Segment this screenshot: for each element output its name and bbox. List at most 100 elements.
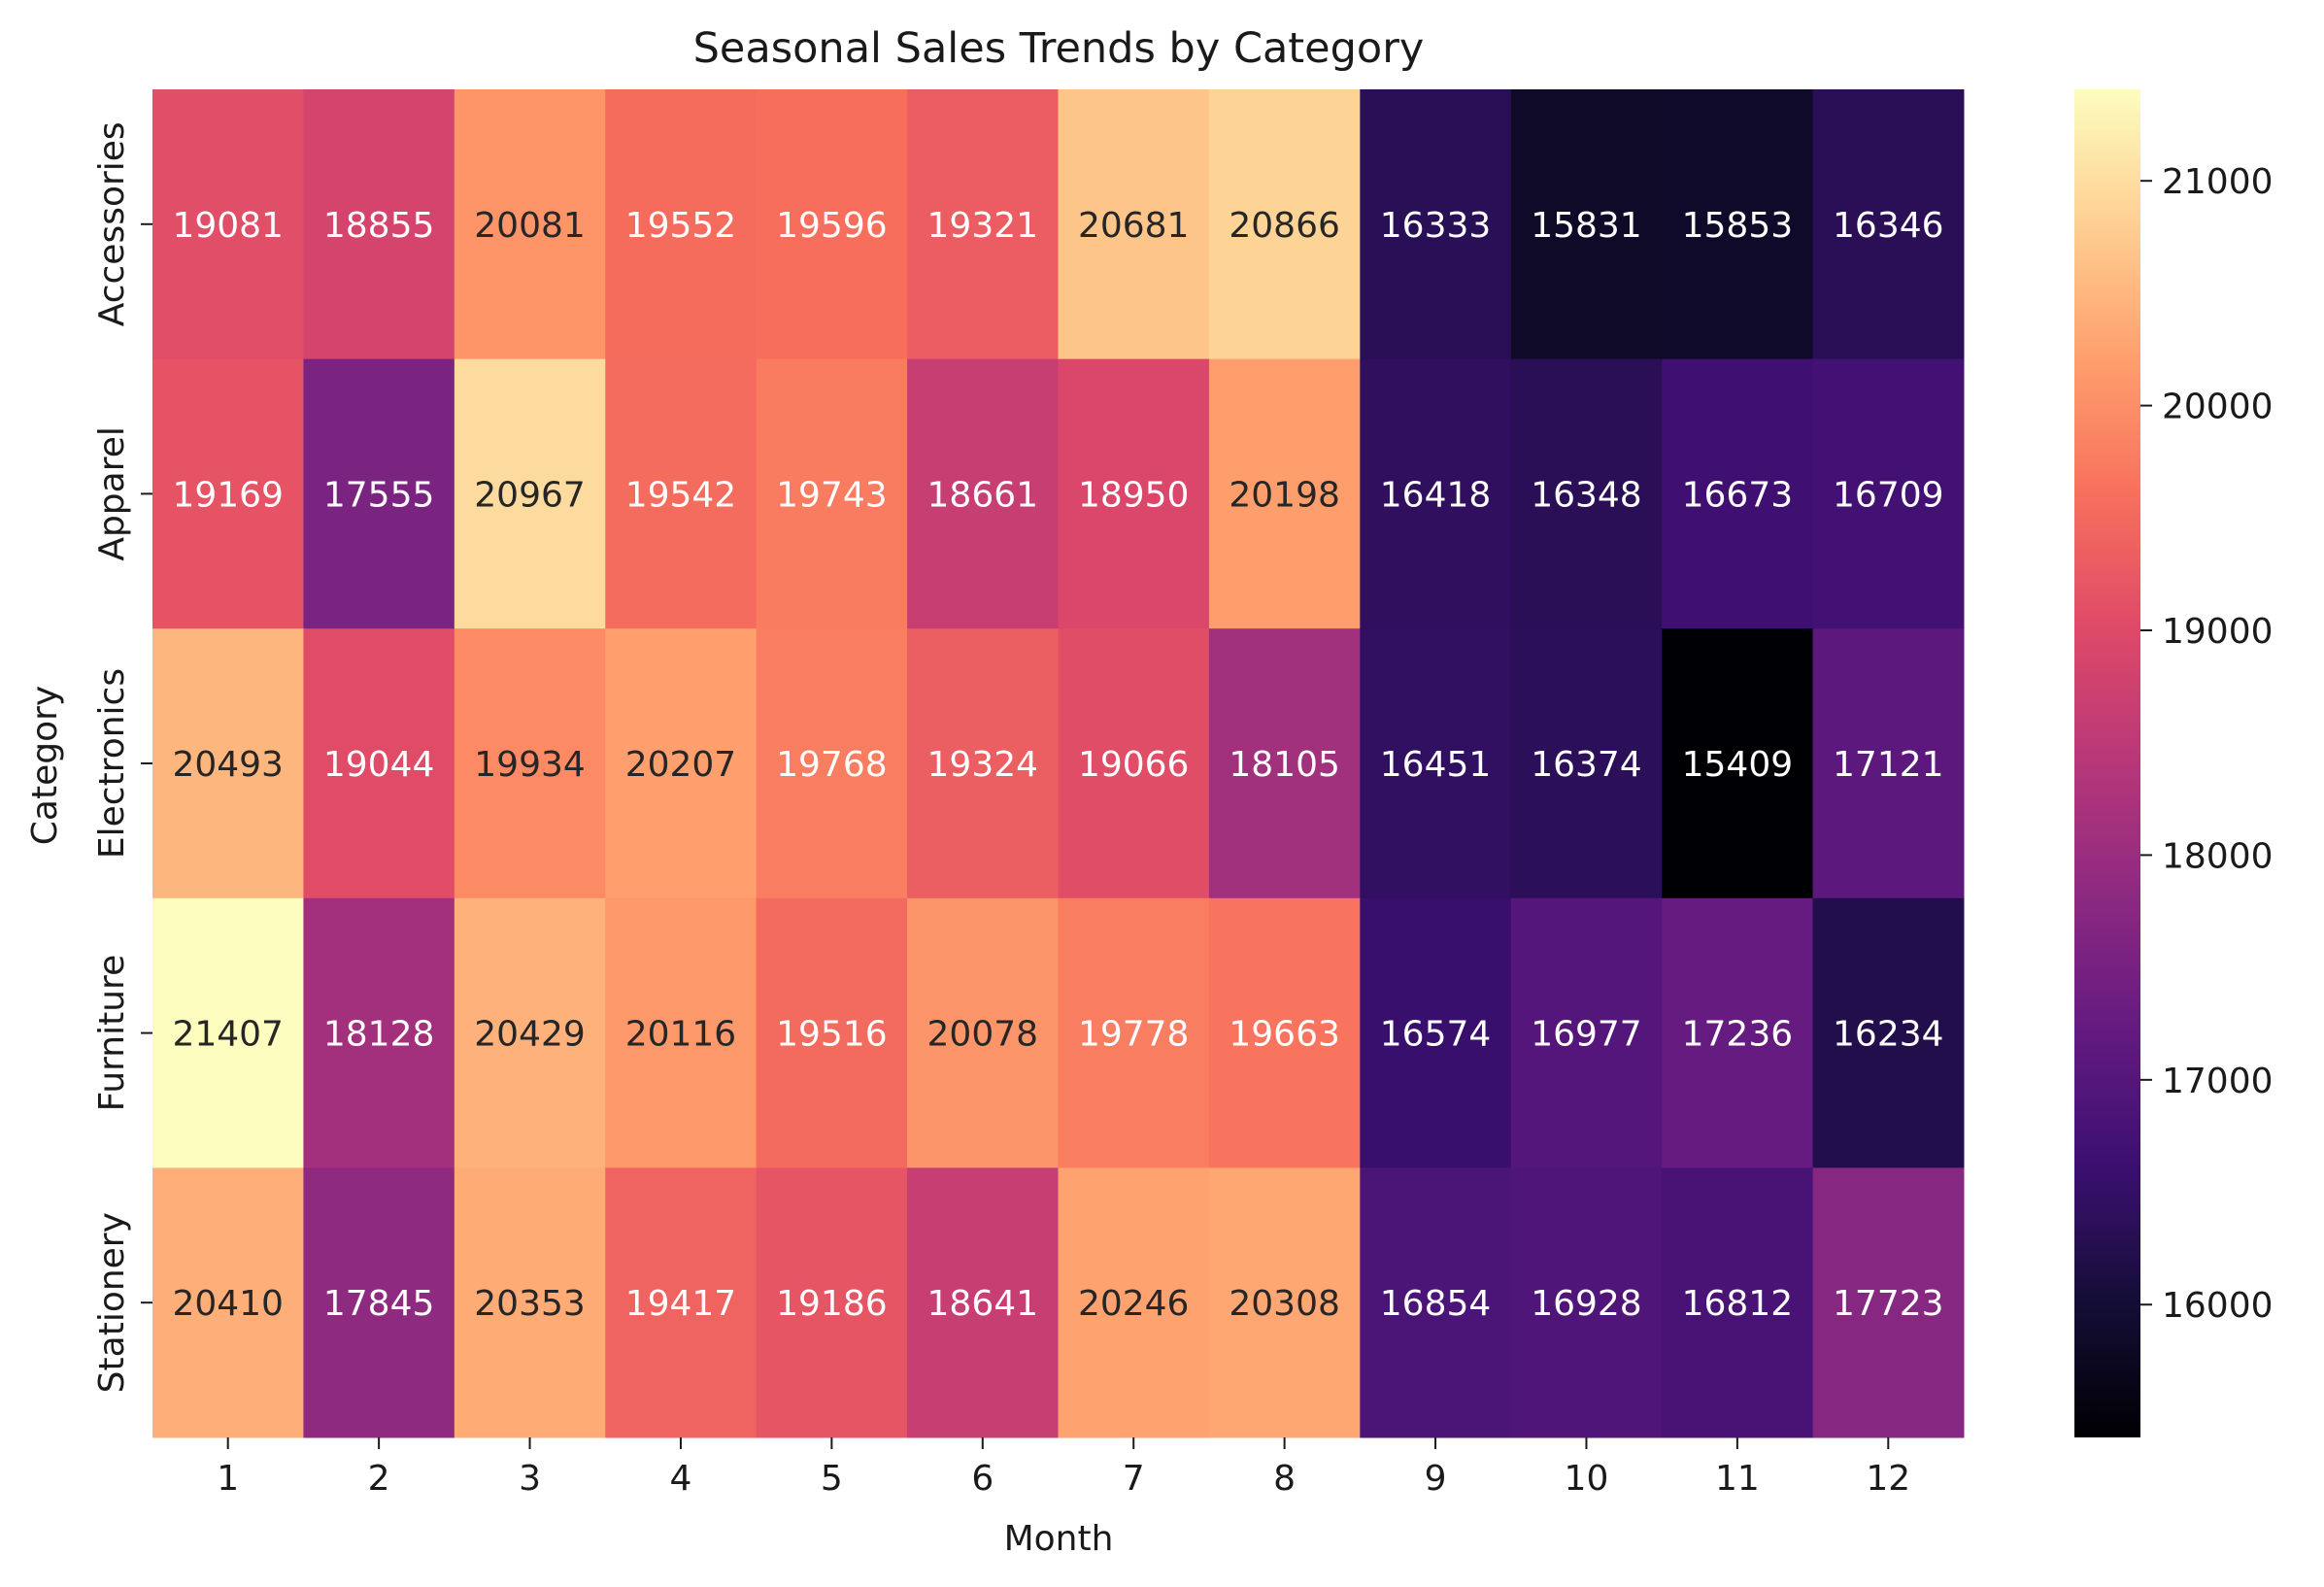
- cell-value-label: 17236: [1682, 1015, 1794, 1055]
- cell-value-label: 20353: [474, 1284, 586, 1324]
- cell-value-label: 19934: [474, 745, 586, 785]
- heatmap-cell: [303, 358, 455, 629]
- cell-value-label: 19768: [776, 745, 888, 785]
- colorbar: 16000 17000 18000 19000 20000 21000: [2074, 89, 2273, 1437]
- cell-value-label: 19542: [625, 475, 737, 515]
- x-axis: 1 2 3 4 5 6 7 8 9 10 11 12: [217, 1437, 1910, 1499]
- x-tick-label: 3: [519, 1459, 541, 1499]
- cell-value-label: 19516: [776, 1015, 888, 1055]
- colorbar-gradient: [2074, 89, 2140, 1437]
- cell-value-label: 15409: [1682, 745, 1794, 785]
- x-tick-label: 8: [1273, 1459, 1296, 1499]
- cell-value-label: 19044: [323, 745, 435, 785]
- heatmap-cell: [1360, 358, 1512, 629]
- x-tick-label: 4: [670, 1459, 692, 1499]
- heatmap-cell: [1360, 89, 1512, 360]
- heatmap-cell: [454, 358, 606, 629]
- cell-value-label: 19778: [1078, 1015, 1190, 1055]
- cell-value-label: 17845: [323, 1284, 435, 1324]
- chart-title: Seasonal Sales Trends by Category: [693, 24, 1425, 73]
- cell-value-label: 20078: [927, 1015, 1039, 1055]
- heatmap-cell: [1662, 89, 1814, 360]
- cell-value-label: 20493: [172, 745, 284, 785]
- cell-value-label: 16374: [1531, 745, 1642, 785]
- cell-value-label: 20308: [1229, 1284, 1340, 1324]
- cell-value-label: 19663: [1229, 1015, 1340, 1055]
- cell-value-label: 16234: [1833, 1015, 1944, 1055]
- heatmap-cell: [1208, 628, 1361, 899]
- heatmap-cell: [1510, 1167, 1663, 1438]
- cell-value-label: 19081: [172, 206, 284, 246]
- cell-value-label: 19321: [927, 206, 1039, 246]
- heatmap-cell: [1058, 1167, 1210, 1438]
- cell-value-label: 20116: [625, 1015, 737, 1055]
- heatmap-cell: [303, 897, 455, 1168]
- colorbar-tick-label: 17000: [2162, 1062, 2273, 1101]
- cell-value-label: 19552: [625, 206, 737, 246]
- cell-value-label: 20207: [625, 745, 737, 785]
- cell-value-label: 18641: [927, 1284, 1039, 1324]
- heatmap-cell: [1510, 89, 1663, 360]
- cell-value-label: 16928: [1531, 1284, 1642, 1324]
- heatmap-cell: [1812, 89, 1965, 360]
- cell-value-label: 16348: [1531, 475, 1642, 515]
- cell-value-label: 16812: [1682, 1284, 1794, 1324]
- heatmap-cell: [1208, 1167, 1361, 1438]
- y-tick-label: Electronics: [92, 668, 132, 859]
- heatmap-cell: [605, 1167, 758, 1438]
- heatmap-cell: [1208, 358, 1361, 629]
- cell-value-label: 20410: [172, 1284, 284, 1324]
- heatmap-cell: [1662, 358, 1814, 629]
- heatmap-cell: [152, 358, 304, 629]
- colorbar-tick-label: 19000: [2162, 612, 2273, 652]
- cell-value-label: 19169: [172, 475, 284, 515]
- heatmap-cell: [1360, 1167, 1512, 1438]
- cell-value-label: 16333: [1380, 206, 1492, 246]
- cell-value-label: 16346: [1833, 206, 1944, 246]
- cell-value-label: 16574: [1380, 1015, 1492, 1055]
- cell-value-label: 17555: [323, 475, 435, 515]
- cell-value-label: 16709: [1833, 475, 1944, 515]
- x-tick-label: 11: [1715, 1459, 1760, 1499]
- heatmap-cell: [756, 89, 908, 360]
- heatmap-cell: [1058, 89, 1210, 360]
- heatmap-cell: [1662, 628, 1814, 899]
- cell-value-label: 17121: [1833, 745, 1944, 785]
- cell-value-label: 15831: [1531, 206, 1642, 246]
- heatmap-cell: [907, 897, 1059, 1168]
- heatmap-cell: [907, 89, 1059, 360]
- heatmap-cell: [605, 897, 758, 1168]
- x-tick-label: 10: [1565, 1459, 1609, 1499]
- heatmap-cell: [152, 1167, 304, 1438]
- heatmap-cell: [907, 358, 1059, 629]
- cell-value-label: 16854: [1380, 1284, 1492, 1324]
- cell-value-label: 18105: [1229, 745, 1340, 785]
- x-tick-label: 7: [1123, 1459, 1145, 1499]
- heatmap-cell: [152, 628, 304, 899]
- cell-value-label: 16451: [1380, 745, 1492, 785]
- cell-value-label: 20866: [1229, 206, 1340, 246]
- y-axis: Accessories Apparel Electronics Furniture St…: [92, 121, 152, 1393]
- cell-value-label: 21407: [172, 1015, 284, 1055]
- y-axis-label: Category: [25, 686, 65, 845]
- heatmap-cell: [303, 89, 455, 360]
- x-tick-label: 9: [1425, 1459, 1447, 1499]
- cell-value-label: 19596: [776, 206, 888, 246]
- cell-value-label: 19324: [927, 745, 1039, 785]
- heatmap-cell: [454, 1167, 606, 1438]
- cell-value-label: 16977: [1531, 1015, 1642, 1055]
- cell-value-label: 16673: [1682, 475, 1794, 515]
- cell-value-label: 15853: [1682, 206, 1794, 246]
- heatmap-cell: [454, 89, 606, 360]
- cell-value-label: 19186: [776, 1284, 888, 1324]
- heatmap-cell: [152, 897, 304, 1168]
- cell-value-label: 20246: [1078, 1284, 1190, 1324]
- heatmap-cell: [1812, 628, 1965, 899]
- heatmap-cell: [1662, 897, 1814, 1168]
- x-tick-label: 6: [971, 1459, 994, 1499]
- heatmap-cell: [1510, 897, 1663, 1168]
- heatmap-cell: [1812, 897, 1965, 1168]
- cell-value-label: 20429: [474, 1015, 586, 1055]
- heatmap-cell: [1812, 1167, 1965, 1438]
